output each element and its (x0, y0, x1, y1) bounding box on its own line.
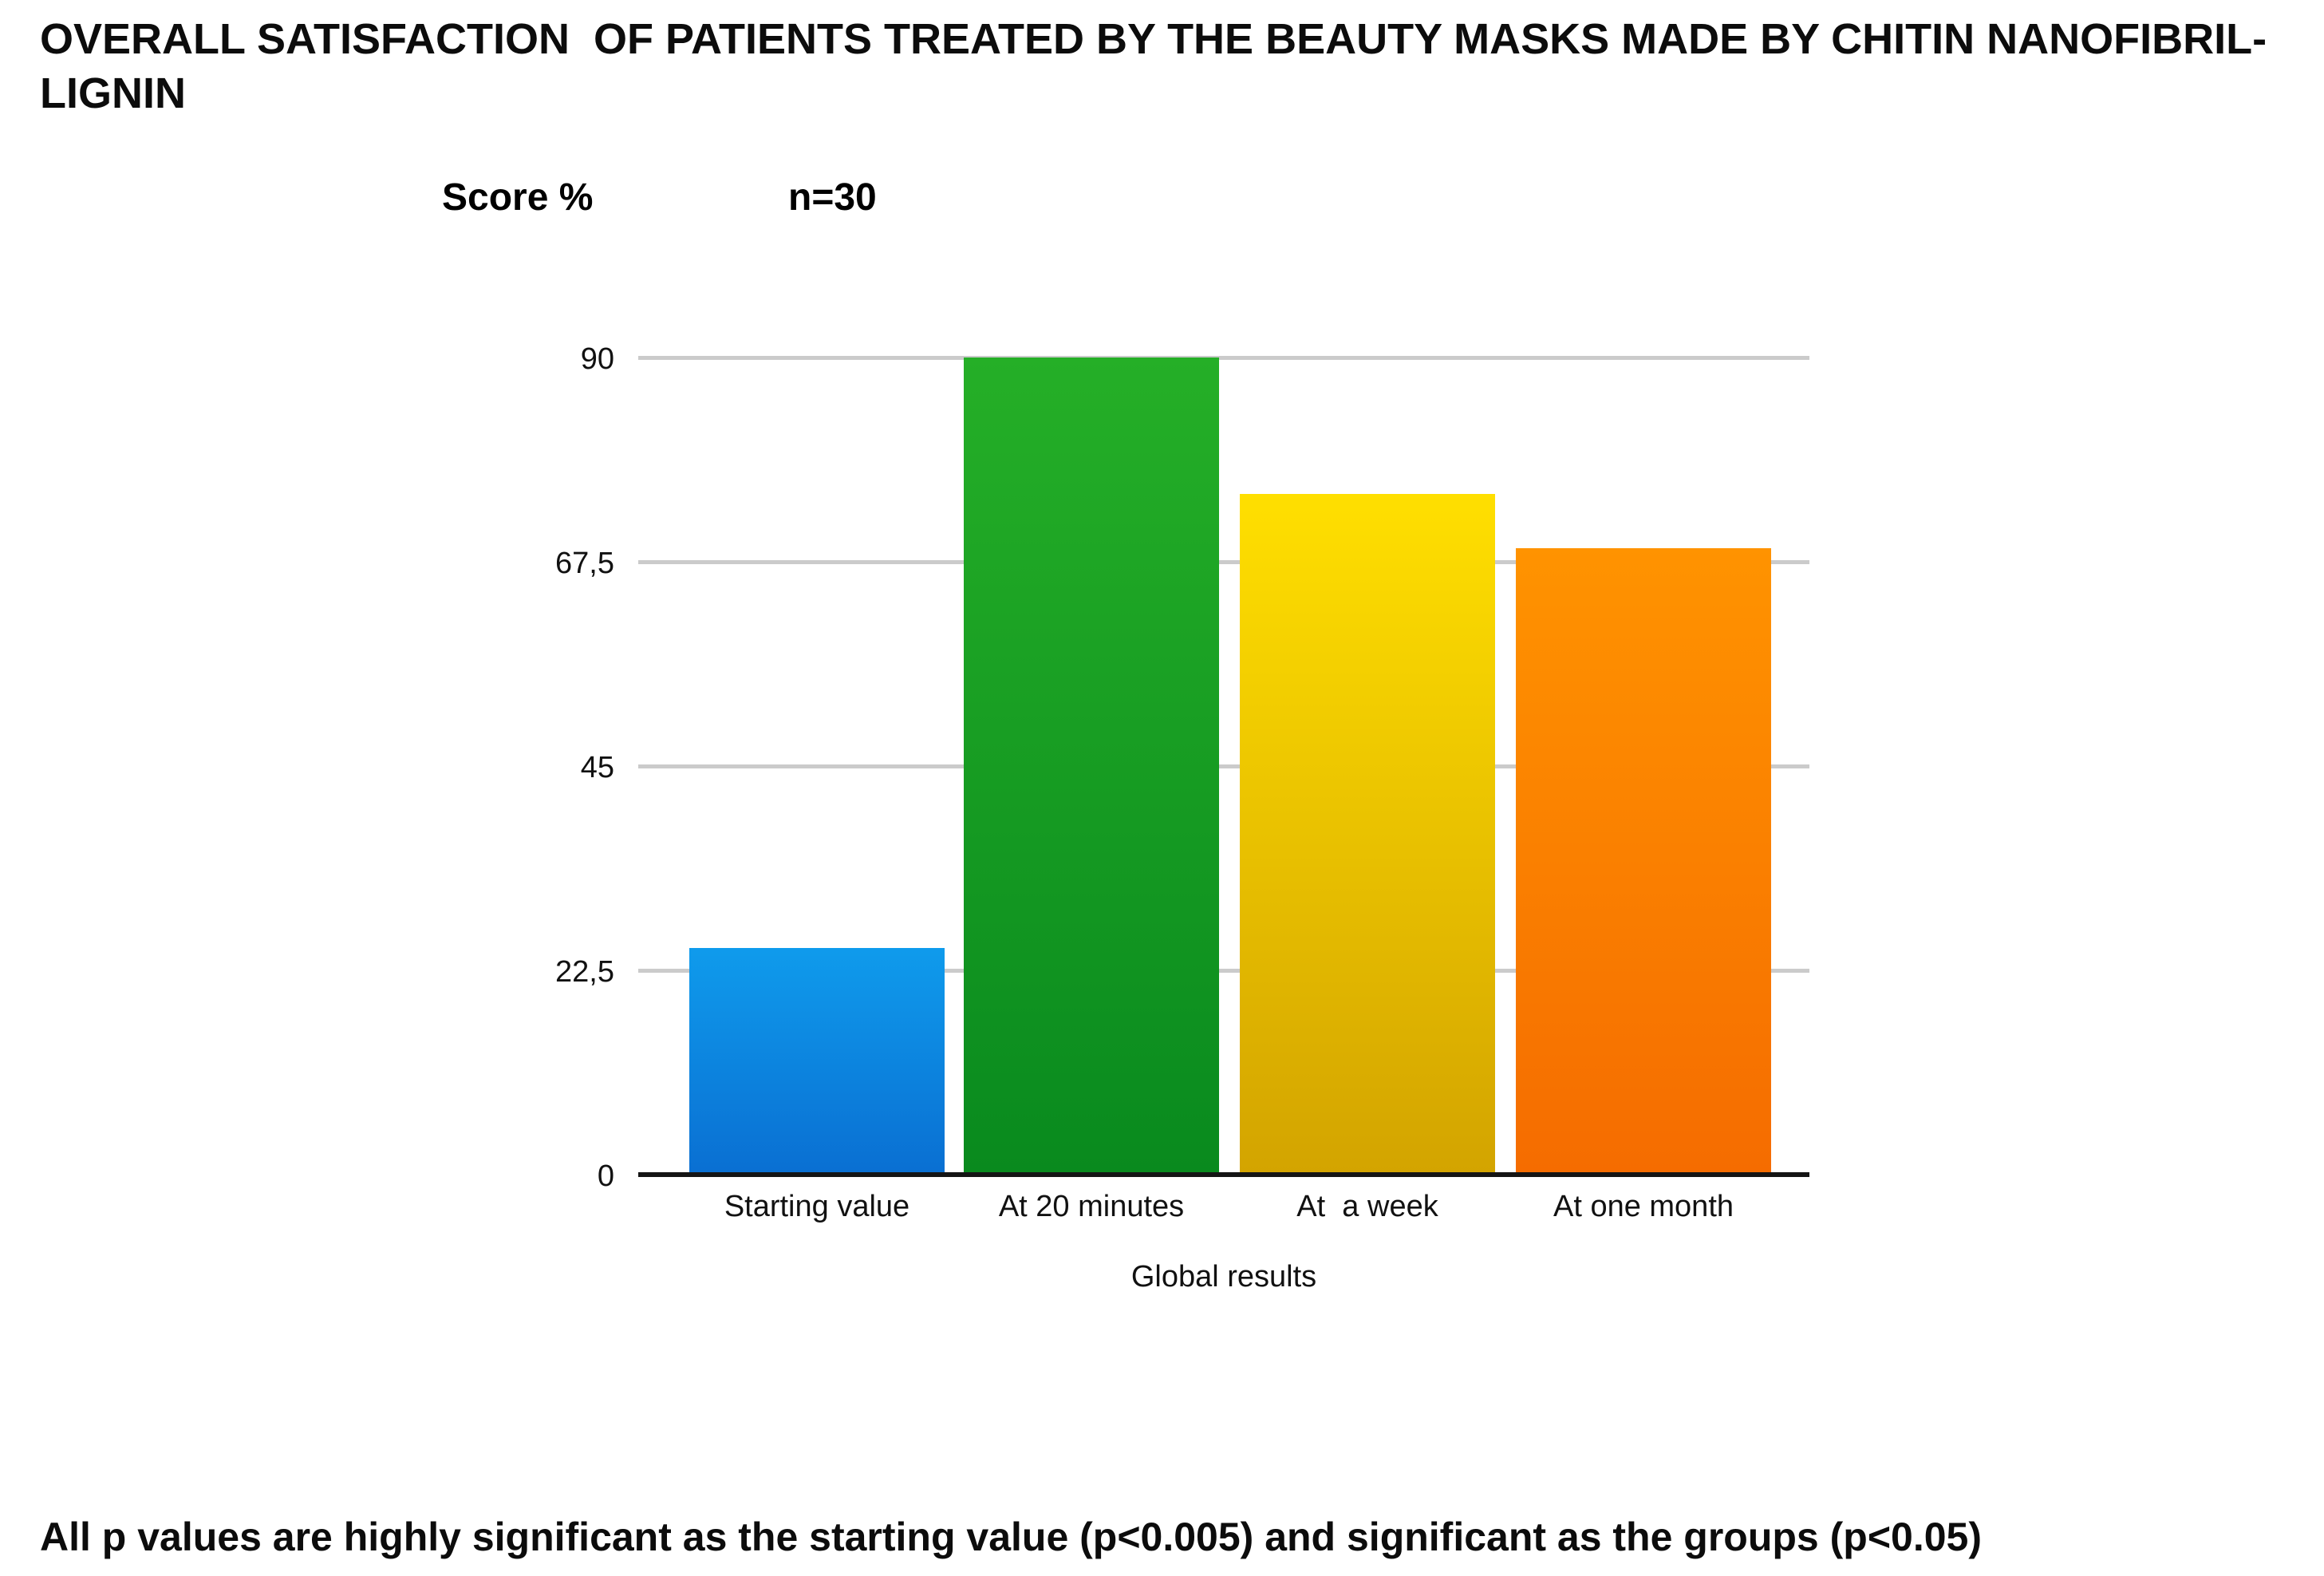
x-category-label-3: At a week (1296, 1190, 1438, 1223)
significance-footnote: All p values are highly significant as t… (40, 1515, 1982, 1559)
x-category-label-1: Starting value (724, 1190, 910, 1223)
y-tick-label-90: 90 (580, 342, 614, 376)
bar-2-green (964, 357, 1219, 1175)
y-tick-label-67,5: 67,5 (555, 547, 614, 580)
y-tick-label-45: 45 (580, 751, 614, 784)
chart-title: OVERALL SATISFACTION OF PATIENTS TREATED… (40, 12, 2267, 120)
y-gridline-90 (638, 356, 1809, 360)
y-tick-label-22,5: 22,5 (555, 955, 614, 989)
y-gridline-22,5 (638, 969, 1809, 973)
bar-3-yellow (1240, 494, 1495, 1175)
sample-size-label: n=30 (788, 176, 877, 219)
chart-title-line-2: LIGNIN (40, 69, 186, 117)
y-gridline-67,5 (638, 560, 1809, 564)
plot-area: Global results 0 22,5 45 67,5 90 Starting val… (555, 342, 1809, 1294)
y-tick-label-0: 0 (597, 1159, 614, 1193)
x-axis-title: Global results (1130, 1260, 1317, 1294)
x-category-label-4: At one month (1553, 1190, 1734, 1223)
y-axis-label: Score % (442, 176, 594, 219)
x-axis-baseline (638, 1172, 1809, 1177)
y-gridline-45 (638, 764, 1809, 768)
chart-title-line-1: OVERALL SATISFACTION OF PATIENTS TREATED… (40, 15, 2267, 63)
bar-4-orange (1516, 548, 1771, 1175)
x-category-label-2: At 20 minutes (998, 1190, 1185, 1223)
bar-1-blue (689, 948, 945, 1175)
